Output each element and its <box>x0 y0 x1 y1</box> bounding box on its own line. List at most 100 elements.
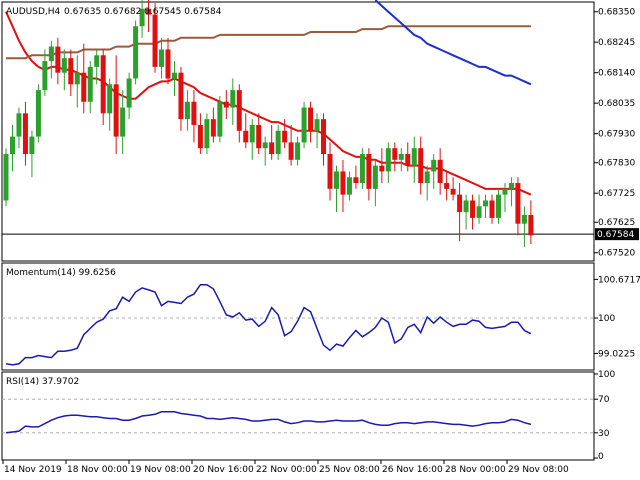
candle-body <box>308 107 314 131</box>
candle-body <box>321 119 327 155</box>
candle-body <box>463 200 469 213</box>
candle-body <box>288 142 294 160</box>
rsi-tick-label: 30 <box>598 429 610 439</box>
price-tick-label: 0.68140 <box>598 69 635 79</box>
candle-body <box>87 66 93 102</box>
candle-body <box>42 61 48 91</box>
ohlc-label: 0.67635 0.67682 0.67545 0.67584 <box>64 7 222 17</box>
price-tick-label: 0.67520 <box>598 249 635 259</box>
candle-body <box>230 90 236 108</box>
time-tick-label: 18 Nov 00:00 <box>67 465 128 475</box>
moving-average-line <box>6 25 531 60</box>
price-tick-label: 0.68245 <box>598 38 635 48</box>
candle-body <box>139 8 145 27</box>
candle-body <box>327 154 333 189</box>
candle-body <box>61 58 67 73</box>
candle-body <box>502 188 508 195</box>
time-tick-label: 22 Nov 00:00 <box>256 465 317 475</box>
moving-average-line <box>5 11 532 196</box>
price-axis: 0.68350 0.68245 0.68140 0.68035 0.67930 0.678… <box>595 8 639 259</box>
candle-body <box>366 154 372 189</box>
candle-body <box>191 101 197 125</box>
rsi-grid <box>2 373 598 459</box>
symbol-label: AUDUSD,H4 <box>6 7 61 17</box>
momentum-tick-label: 100 <box>598 314 615 324</box>
rsi-pane-frame <box>1 371 595 461</box>
candle-body <box>178 72 184 120</box>
candle-body <box>146 8 152 15</box>
time-tick-label: 20 Nov 16:00 <box>193 465 254 475</box>
candle-body <box>372 165 378 189</box>
momentum-grid <box>2 278 598 354</box>
time-tick-label: 26 Nov 16:00 <box>382 465 443 475</box>
candle-body <box>262 142 268 149</box>
current-price-marker <box>595 228 639 241</box>
rsi-tick-label: 0 <box>598 452 604 462</box>
candle-body <box>405 154 411 166</box>
price-tick-label: 0.67625 <box>598 218 635 228</box>
time-axis: 14 Nov 2019 18 Nov 00:00 19 Nov 08:00 20 No… <box>2 460 569 475</box>
momentum-tick-label: 100.6717 <box>598 275 640 285</box>
candle-body <box>165 49 171 79</box>
momentum-title: Momentum(14) 99.6256 <box>6 268 116 278</box>
candle-body <box>217 101 223 137</box>
candle-body <box>256 124 262 149</box>
price-grid <box>2 11 598 254</box>
candle-body <box>450 188 456 195</box>
candle-body <box>392 148 398 160</box>
price-tick-label: 0.67725 <box>598 189 635 199</box>
candle-body <box>444 183 450 189</box>
candle-body <box>152 14 158 67</box>
candle-body <box>3 154 9 201</box>
price-tick-label: 0.67830 <box>598 159 635 169</box>
candle-body <box>489 200 495 218</box>
candle-body <box>16 113 22 137</box>
candle-body <box>418 148 424 184</box>
candle-body <box>437 159 443 184</box>
candle-body <box>483 200 489 207</box>
price-tick-label: 0.68350 <box>598 8 635 18</box>
candle-body <box>35 90 41 137</box>
price-tick-label: 0.68035 <box>598 99 635 109</box>
momentum-line-group <box>5 283 532 366</box>
candle-body <box>508 183 514 189</box>
candle-body <box>470 200 476 218</box>
momentum-line <box>5 283 532 366</box>
time-tick-label: 28 Nov 00:00 <box>445 465 506 475</box>
candle-body <box>379 165 385 172</box>
moving-averages <box>5 0 532 196</box>
candle-body <box>411 148 417 166</box>
current-price-label: 0.67584 <box>597 230 634 240</box>
candle-body <box>55 46 61 73</box>
candle-body <box>159 49 165 67</box>
time-tick-label: 29 Nov 08:00 <box>508 465 569 475</box>
momentum-tick-label: 99.0225 <box>598 349 635 359</box>
candle-body <box>184 101 190 120</box>
candle-body <box>431 159 437 172</box>
candle-body <box>22 113 28 155</box>
candle-body <box>521 214 527 224</box>
candle-body <box>385 148 391 172</box>
rsi-tick-label: 100 <box>598 370 615 380</box>
candle-body <box>282 130 288 143</box>
candle-body <box>223 101 229 108</box>
candle-body <box>528 214 534 236</box>
price-pane-frame <box>1 1 595 262</box>
candle-body <box>340 171 346 195</box>
rsi-line <box>5 411 532 434</box>
candle-body <box>249 124 255 143</box>
moving-average-line <box>374 0 532 86</box>
candle-body <box>81 72 87 102</box>
candle-body <box>210 119 216 137</box>
candle-body <box>353 177 359 184</box>
rsi-line-group <box>5 411 532 434</box>
candle-body <box>424 171 430 184</box>
candle-body <box>275 130 281 155</box>
candle-body <box>74 72 80 85</box>
time-tick-label: 19 Nov 08:00 <box>130 465 191 475</box>
rsi-tick-label: 70 <box>598 395 610 405</box>
candle-body <box>515 183 521 224</box>
candle-body <box>197 124 203 149</box>
